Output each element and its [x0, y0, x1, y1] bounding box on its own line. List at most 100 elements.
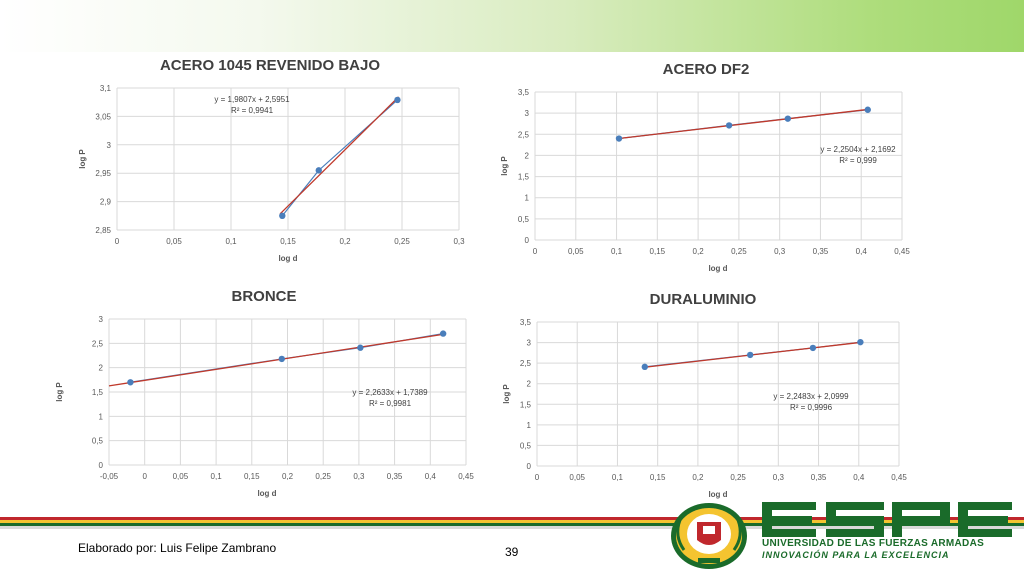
x-tick-label: 0,2	[339, 237, 351, 246]
trendline	[618, 108, 868, 140]
footer-stripe-gray	[0, 526, 1024, 529]
x-tick-label: 0,15	[244, 472, 260, 481]
trendline	[279, 96, 400, 215]
data-point	[809, 344, 817, 352]
y-tick-label: 2,5	[92, 339, 104, 348]
data-point	[279, 212, 286, 219]
chart-4: 0 0,5 1 1,5 2 2,5 3 3,5 0 0,05 0,1 0,15 0,2 0,25 0,3 0,…	[502, 291, 907, 499]
footer-stripes	[0, 517, 1024, 529]
data-point	[394, 96, 401, 104]
data-point	[315, 167, 322, 174]
x-tick-label: 0	[142, 472, 147, 481]
data-point	[784, 115, 792, 122]
x-tick-label: 0,2	[693, 247, 705, 256]
footer-stripe-red	[0, 517, 1024, 520]
x-tick-label: 0,45	[891, 473, 907, 482]
header-gradient-band	[0, 0, 1024, 52]
x-tick-label: 0,3	[773, 473, 785, 482]
x-tick-label: 0,15	[650, 473, 666, 482]
y-axis-label: log P	[78, 149, 87, 169]
x-axis-label: log d	[278, 254, 297, 263]
x-tick-label: 0,15	[280, 237, 296, 246]
x-tick-label: 0,1	[612, 473, 624, 482]
y-tick-label: 3,05	[95, 112, 111, 121]
x-tick-label: 0,25	[730, 473, 746, 482]
data-point	[357, 344, 364, 351]
x-tick-label: 0,45	[894, 247, 910, 256]
trendline-equation: y = 1,9807x + 2,5951	[214, 95, 290, 104]
x-tick-label: 0,35	[811, 473, 827, 482]
y-tick-label: 0,5	[518, 215, 530, 224]
page-number: 39	[505, 545, 519, 559]
y-tick-label: 2,5	[518, 130, 530, 139]
y-tick-label: 3	[107, 141, 112, 150]
x-axis-label: log d	[708, 490, 727, 499]
chart-1: 2,85 2,9 2,95 3 3,05 3,1 0 0,05 0,1 0,15 0,2 0,25 0,…	[78, 57, 465, 263]
y-tick-label: 1,5	[92, 388, 104, 397]
y-tick-label: 2,5	[520, 359, 532, 368]
x-tick-label: 0,25	[315, 472, 331, 481]
x-tick-label: -0,05	[100, 472, 119, 481]
x-axis-label: log d	[257, 489, 276, 498]
university-tagline: INNOVACIÓN PARA LA EXCELENCIA	[762, 550, 950, 560]
y-tick-label: 0	[527, 462, 532, 471]
trendline-equation: y = 2,2633x + 1,7389	[352, 388, 428, 397]
espe-wordmark-logo	[762, 502, 1012, 537]
y-axis-label: log P	[55, 382, 64, 402]
x-tick-label: 0,4	[853, 473, 865, 482]
trendline-r2: R² = 0,9996	[790, 403, 833, 412]
y-tick-label: 3,5	[520, 318, 532, 327]
y-tick-label: 1	[525, 194, 530, 203]
trendline-r2: R² = 0,9981	[369, 399, 412, 408]
y-tick-label: 3	[99, 315, 104, 324]
x-tick-label: 0,3	[774, 247, 786, 256]
x-tick-label: 0,2	[692, 473, 704, 482]
y-tick-label: 1	[527, 421, 532, 430]
data-point	[641, 363, 648, 371]
chart-2: 0 0,5 1 1,5 2 2,5 3 3,5 0 0,05 0,1 0,15 0,2 0,25 0,3 0,…	[500, 61, 910, 273]
x-tick-label: 0,2	[282, 472, 294, 481]
y-tick-label: 1,5	[520, 400, 532, 409]
chart-title: ACERO DF2	[663, 61, 750, 78]
data-point	[857, 338, 864, 346]
author-credit: Elaborado por: Luis Felipe Zambrano	[78, 541, 277, 555]
x-tick-label: 0,15	[650, 247, 666, 256]
university-name: UNIVERSIDAD DE LAS FUERZAS ARMADAS	[762, 538, 985, 549]
data-point	[127, 379, 134, 386]
series-line	[281, 99, 398, 217]
x-tick-label: 0	[533, 247, 538, 256]
x-tick-label: 0,1	[211, 472, 223, 481]
x-tick-label: 0,45	[458, 472, 474, 481]
y-tick-label: 1	[99, 412, 104, 421]
data-point	[439, 330, 447, 337]
y-axis-label: log P	[500, 156, 509, 176]
x-tick-label: 0,1	[611, 247, 623, 256]
y-tick-label: 2,9	[100, 198, 112, 207]
data-point	[725, 122, 733, 129]
y-tick-label: 3,5	[518, 88, 530, 97]
y-tick-label: 3	[527, 339, 532, 348]
x-tick-label: 0,1	[225, 237, 237, 246]
y-tick-label: 2	[527, 380, 532, 389]
footer-stripe-yellow	[0, 520, 1024, 523]
x-tick-label: 0,05	[173, 472, 189, 481]
x-tick-label: 0,3	[353, 472, 365, 481]
y-tick-label: 0	[525, 236, 530, 245]
x-tick-label: 0	[115, 237, 120, 246]
trendline	[108, 333, 445, 387]
chart-3: 0 0,5 1 1,5 2 2,5 3 -0,05 0 0,05 0,1 0,15 0,2 0,25 0,3…	[55, 288, 474, 498]
y-tick-label: 3	[525, 109, 530, 118]
x-tick-label: 0,25	[731, 247, 747, 256]
y-tick-label: 2	[99, 364, 104, 373]
data-point	[746, 351, 754, 359]
y-tick-label: 2,85	[95, 226, 111, 235]
trendline-equation: y = 2,2504x + 2,1692	[820, 145, 896, 154]
y-tick-label: 2	[525, 151, 530, 160]
data-point	[615, 135, 623, 142]
trendline-r2: R² = 0,9941	[231, 106, 274, 115]
x-tick-label: 0	[535, 473, 540, 482]
y-tick-label: 0	[99, 461, 104, 470]
y-tick-label: 0,5	[92, 437, 104, 446]
trendline-r2: R² = 0,999	[839, 156, 877, 165]
chart-title: DURALUMINIO	[650, 291, 757, 308]
